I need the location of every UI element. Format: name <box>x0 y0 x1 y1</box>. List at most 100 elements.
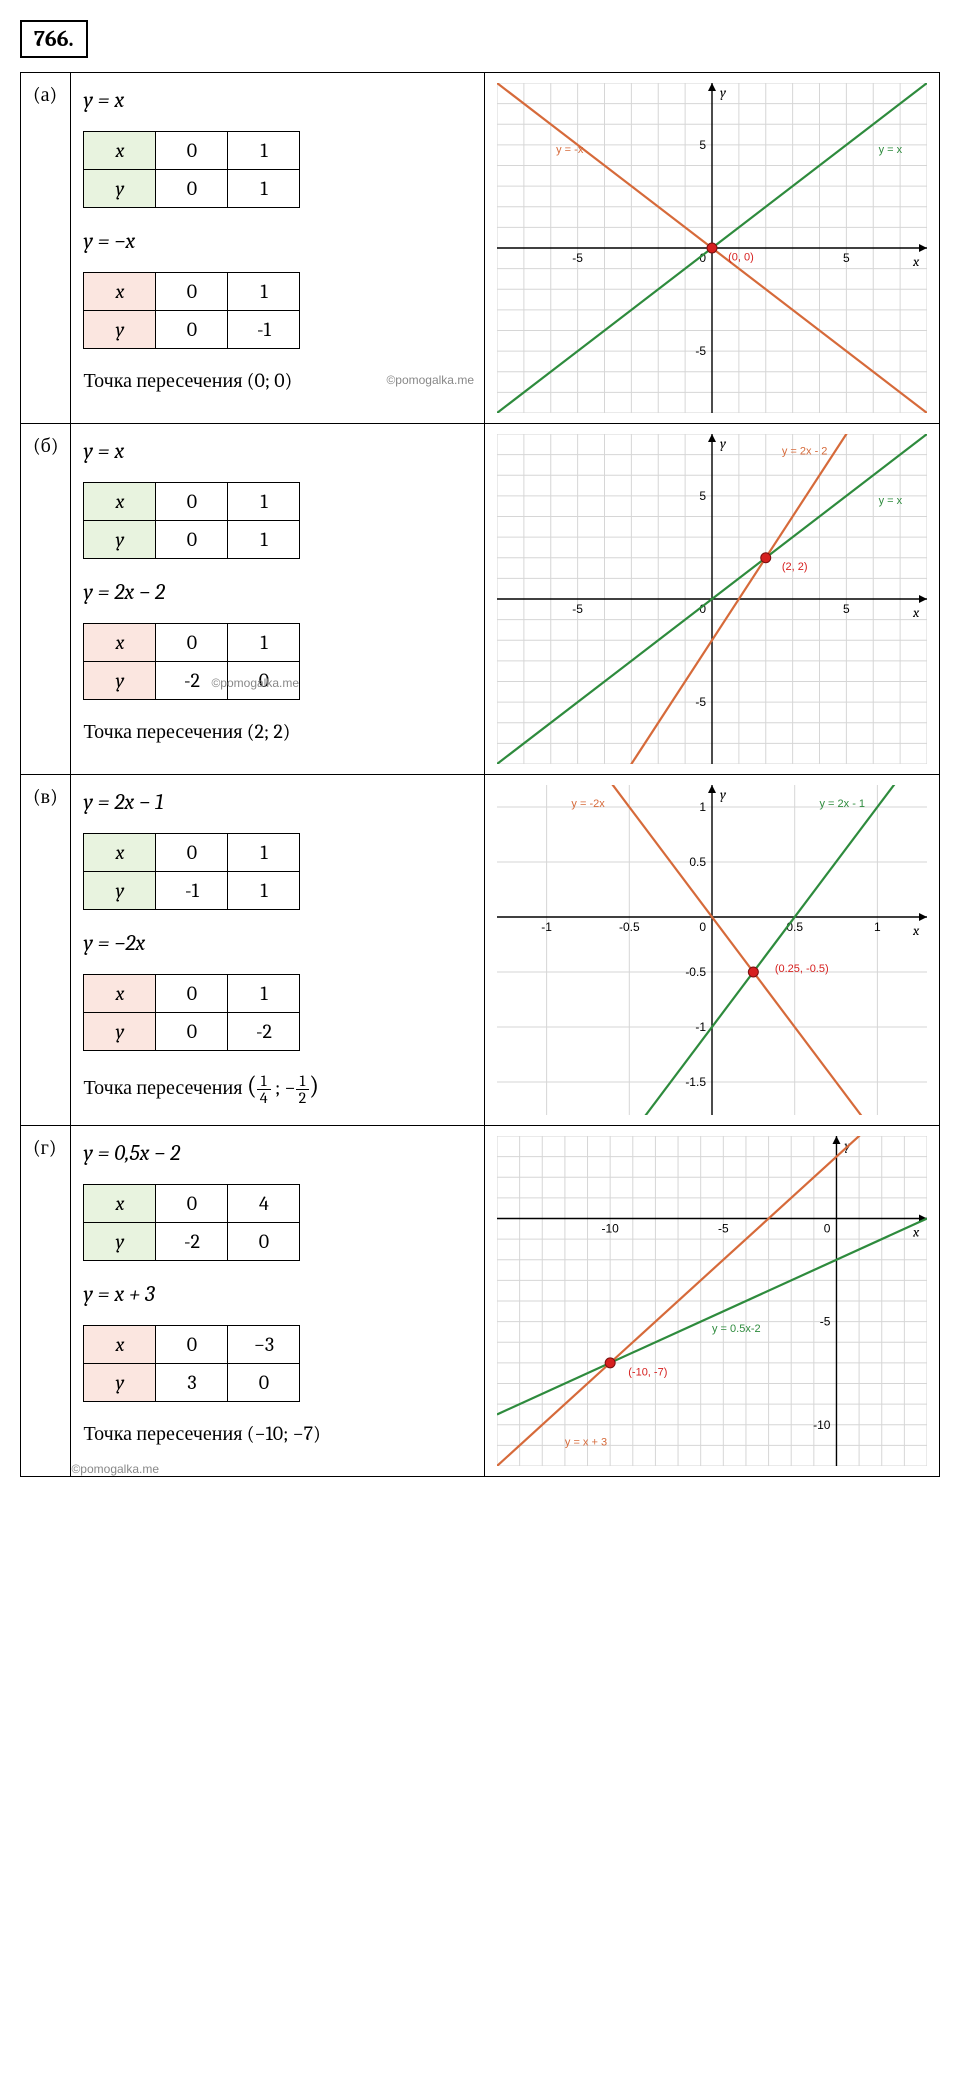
part-content: y = x x01y01 y = −x x01y0-1 Точка пересе… <box>71 73 485 424</box>
value-cell: 0 <box>156 834 228 872</box>
value-cell: x <box>84 273 156 311</box>
svg-text:x: x <box>912 604 920 621</box>
value-cell: x <box>84 624 156 662</box>
value-cell: 0 <box>156 1013 228 1051</box>
value-cell: x <box>84 975 156 1013</box>
value-cell: x <box>84 1326 156 1364</box>
value-cell: 1 <box>228 624 300 662</box>
value-cell: x <box>84 483 156 521</box>
intersection-text: Точка пересечения (14 ; −12) <box>83 1071 472 1106</box>
value-cell: 0 <box>156 1185 228 1223</box>
svg-text:-1: -1 <box>695 1020 706 1034</box>
part-label: (б) <box>21 424 71 775</box>
equation-2: y = −x <box>83 228 472 254</box>
part-content: y = 2x − 1 x01y-11 y = −2x x01y0-2 Точка… <box>71 775 485 1126</box>
svg-text:y = x: y = x <box>879 495 903 507</box>
equation-2: y = x + 3 <box>83 1281 472 1307</box>
svg-text:-0.5: -0.5 <box>685 965 706 979</box>
value-cell: y <box>84 872 156 910</box>
value-cell: -1 <box>156 872 228 910</box>
watermark: ©pomogalka.me <box>71 1462 159 1476</box>
equation-1: y = x <box>83 87 472 113</box>
value-cell: 1 <box>228 521 300 559</box>
value-cell: y <box>84 1223 156 1261</box>
graph: -10-5-10-5xy0y = 0.5x-2y = x + 3(-10, -7… <box>497 1136 927 1466</box>
svg-text:x: x <box>912 922 920 939</box>
value-table: x04y-20 <box>83 1184 300 1261</box>
svg-text:-5: -5 <box>572 251 583 265</box>
value-cell: y <box>84 1013 156 1051</box>
svg-text:1: 1 <box>699 800 706 814</box>
graph: -1-0.50.51-1.5-1-0.50.51xy0y = 2x - 1y =… <box>497 785 927 1115</box>
svg-text:-1.5: -1.5 <box>685 1075 706 1089</box>
equation-2: y = 2x − 2 <box>83 579 472 605</box>
value-cell: 0 <box>156 975 228 1013</box>
value-cell: x <box>84 132 156 170</box>
value-cell: −3 <box>228 1326 300 1364</box>
value-cell: y <box>84 1364 156 1402</box>
svg-text:y = 2x - 2: y = 2x - 2 <box>782 446 828 458</box>
svg-text:-5: -5 <box>718 1222 729 1236</box>
value-cell: -1 <box>228 311 300 349</box>
svg-text:5: 5 <box>699 138 706 152</box>
svg-text:5: 5 <box>699 489 706 503</box>
svg-text:y: y <box>720 84 727 101</box>
value-cell: 0 <box>228 1223 300 1261</box>
value-cell: 0 <box>156 1326 228 1364</box>
svg-text:y = -2x: y = -2x <box>571 798 605 810</box>
svg-text:x: x <box>912 253 920 270</box>
svg-text:0.5: 0.5 <box>786 920 803 934</box>
graph: -55-55xy0y = xy = -x(0, 0) <box>497 83 927 413</box>
value-table: x01y01 <box>83 482 300 559</box>
watermark: ©pomogalka.me <box>386 373 474 387</box>
part-label: (а) <box>21 73 71 424</box>
value-cell: 1 <box>228 975 300 1013</box>
svg-text:(-10, -7): (-10, -7) <box>628 1366 667 1378</box>
part-content: y = 0,5x − 2 x04y-20 y = x + 3 x0−3y30 Т… <box>71 1126 485 1477</box>
watermark: ©pomogalka.me <box>211 676 299 690</box>
svg-text:y: y <box>720 435 727 452</box>
value-cell: 1 <box>228 273 300 311</box>
value-cell: 0 <box>156 132 228 170</box>
value-table: x01y-11 <box>83 833 300 910</box>
value-table: x01 y0-2 <box>83 974 300 1051</box>
svg-text:5: 5 <box>843 602 850 616</box>
equation-1: y = 2x − 1 <box>83 789 472 815</box>
equation-1: y = x <box>83 438 472 464</box>
problem-number: 766. <box>20 20 88 58</box>
value-cell: -2 <box>228 1013 300 1051</box>
value-table: x0−3y30 <box>83 1325 300 1402</box>
svg-text:-5: -5 <box>572 602 583 616</box>
intersection-text: Точка пересечения (2; 2) <box>83 720 472 744</box>
graph-cell: -55-55xy0y = xy = 2x - 2(2, 2) <box>485 424 940 775</box>
svg-text:y = 2x - 1: y = 2x - 1 <box>820 798 866 810</box>
svg-text:-5: -5 <box>695 695 706 709</box>
value-cell: 1 <box>228 170 300 208</box>
value-cell: x <box>84 834 156 872</box>
value-cell: 1 <box>228 483 300 521</box>
svg-text:(0.25, -0.5): (0.25, -0.5) <box>775 963 829 975</box>
svg-text:0: 0 <box>699 920 706 934</box>
svg-text:-10: -10 <box>813 1418 831 1432</box>
svg-text:y = x + 3: y = x + 3 <box>565 1436 607 1448</box>
svg-text:-5: -5 <box>820 1315 831 1329</box>
svg-text:-1: -1 <box>541 920 552 934</box>
svg-text:y = -x: y = -x <box>556 144 584 156</box>
value-cell: 0 <box>156 311 228 349</box>
svg-text:1: 1 <box>874 920 881 934</box>
value-cell: y <box>84 521 156 559</box>
solution-table: (а) y = x x01y01 y = −x x01y0-1 Точка пе… <box>20 72 940 1477</box>
value-table: x01y0-1 <box>83 272 300 349</box>
svg-text:-5: -5 <box>695 344 706 358</box>
intersection-text: Точка пересечения (−10; −7) <box>83 1422 472 1446</box>
value-cell: 1 <box>228 132 300 170</box>
part-content: y = x x01y01 y = 2x − 2 x01y-20 Точка пе… <box>71 424 485 775</box>
part-label: (в) <box>21 775 71 1126</box>
value-cell: 0 <box>156 521 228 559</box>
equation-2: y = −2x <box>83 930 472 956</box>
value-cell: -2 <box>156 1223 228 1261</box>
svg-text:y = x: y = x <box>879 144 903 156</box>
svg-text:-10: -10 <box>601 1222 619 1236</box>
equation-1: y = 0,5x − 2 <box>83 1140 472 1166</box>
svg-text:0: 0 <box>824 1222 831 1236</box>
